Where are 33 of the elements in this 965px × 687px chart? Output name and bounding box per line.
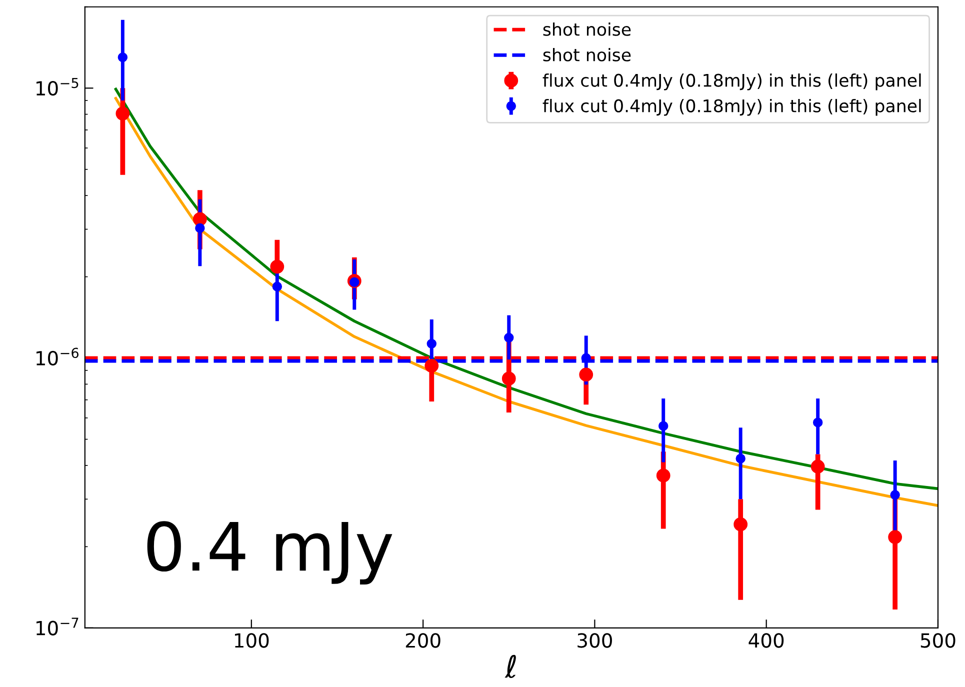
point [426,338,436,349]
point [890,490,900,500]
y-tick-label: 10$^{−7}$ [36,618,78,636]
legend-label: shot noise [543,48,631,62]
point [579,368,594,382]
point [736,454,746,464]
point [116,106,130,120]
point [658,421,668,431]
point [734,517,748,532]
point [424,358,439,373]
annotation: 0.4 mJy [147,521,392,584]
point [888,530,902,544]
point [656,468,670,482]
point [812,418,823,428]
x-tick-label: 300 [578,633,612,648]
point [502,372,516,386]
y-tick-label: 10$^{−5}$ [36,78,78,96]
point [272,282,282,292]
x-tick-label: 400 [748,633,784,648]
x-tick-label: 500 [920,633,956,648]
legend-label: flux cut 0.4mJy (0.18mJy) in this (left) panel [542,73,921,90]
x-tick-label: 200 [406,633,440,648]
y-tick-label: 10$^{−6}$ [36,348,78,366]
point [195,223,205,233]
x-tick-label: 100 [234,633,269,648]
point [270,260,284,274]
legend-label: shot noise [543,22,631,36]
point [118,52,128,62]
x-axis-title: ℓ [504,654,516,678]
point [504,332,514,342]
point [810,460,825,474]
point [192,212,207,226]
legend-label: flux cut 0.4mJy (0.18mJy) in this (left) panel [542,98,921,116]
